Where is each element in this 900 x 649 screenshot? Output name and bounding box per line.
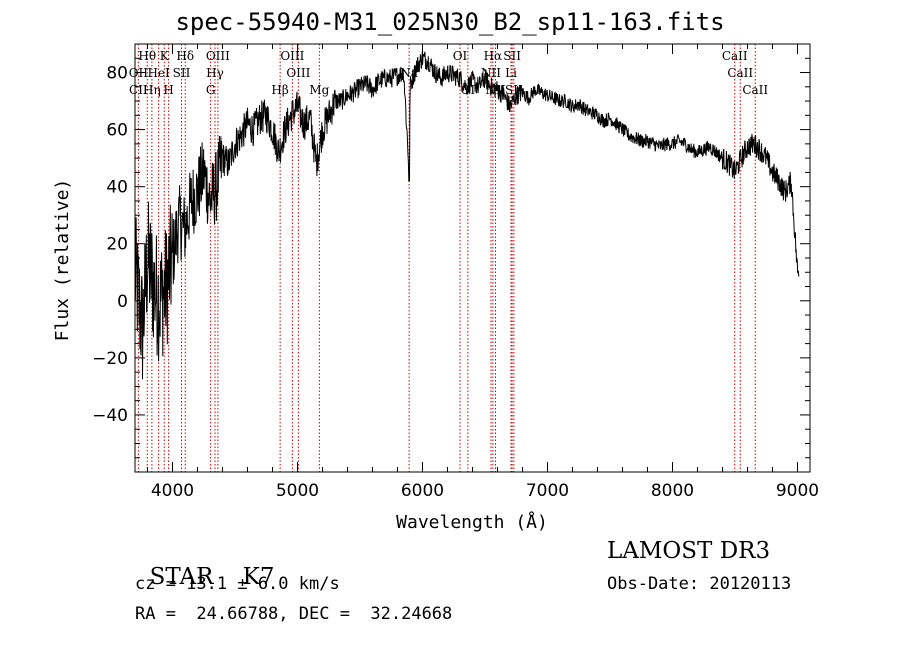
line-label-hβ: Hβ xyxy=(271,83,288,97)
line-label-sii: SII xyxy=(173,66,191,80)
line-label-nii: NII xyxy=(486,83,506,97)
line-label-cii: CII xyxy=(129,83,148,97)
redshift-cz: cz = 13.1 ± 6.0 km/s xyxy=(135,574,340,594)
line-label-h: H xyxy=(163,83,173,97)
line-label-hei: HeI xyxy=(147,66,170,80)
line-label-oiii: OIII xyxy=(280,49,304,63)
star-subclass: K7 xyxy=(242,564,275,590)
line-label-hη: Hη xyxy=(143,83,161,97)
line-label-caii: CaII xyxy=(722,49,748,63)
plot-frame xyxy=(134,43,811,473)
ra-dec: RA = 24.66788, DEC = 32.24668 xyxy=(135,604,453,624)
y-axis: −40 −20 0 20 40 60 80 xyxy=(92,57,810,459)
line-label-mg: Mg xyxy=(309,83,329,97)
x-tick-label: 5000 xyxy=(276,481,319,501)
y-tick-label: 20 xyxy=(106,235,128,255)
x-axis: 4000 5000 6000 7000 8000 9000 xyxy=(147,44,819,501)
line-label-oi: OI xyxy=(453,49,468,63)
line-label-hθ: Hθ xyxy=(138,49,156,63)
line-label-sii: SII xyxy=(505,83,523,97)
line-label-oiii: OIII xyxy=(206,49,230,63)
y-tick-label: −20 xyxy=(92,349,128,369)
y-tick-label: 60 xyxy=(106,121,128,141)
line-label-oiii: OIII xyxy=(286,66,310,80)
y-tick-label: −40 xyxy=(92,406,128,426)
x-axis-label: Wavelength (Å) xyxy=(396,511,548,533)
line-label-oi: OI xyxy=(461,83,476,97)
line-label-g: G xyxy=(206,83,216,97)
x-tick-label: 7000 xyxy=(526,481,569,501)
y-tick-label: 40 xyxy=(106,178,128,198)
line-label-hα: Hα xyxy=(484,49,503,63)
x-tick-label: 6000 xyxy=(401,481,444,501)
line-label-na: Na xyxy=(400,66,418,80)
line-label-hδ: Hδ xyxy=(176,49,194,63)
y-tick-label: 0 xyxy=(117,292,128,312)
x-tick-label: 4000 xyxy=(151,481,194,501)
survey-name: LAMOST DR3 xyxy=(607,538,771,564)
line-label-k: K xyxy=(160,49,170,63)
spectrum-line xyxy=(134,51,800,380)
line-label-sii: SII xyxy=(503,49,521,63)
obs-date: Obs-Date: 20120113 xyxy=(607,574,792,594)
x-tick-label: 9000 xyxy=(776,481,819,501)
line-label-nii: NII xyxy=(481,66,501,80)
y-axis-label: Flux (relative) xyxy=(52,179,73,342)
chart-title: spec-55940-M31_025N30_B2_sp11-163.fits xyxy=(175,8,725,36)
line-label-caii: CaII xyxy=(742,83,768,97)
line-label-li: Li xyxy=(505,66,517,80)
x-tick-label: 8000 xyxy=(651,481,694,501)
line-label-oii: OII xyxy=(129,66,149,80)
y-tick-label: 80 xyxy=(106,64,128,84)
line-label-caii: CaII xyxy=(727,66,753,80)
spectrum-series xyxy=(134,51,800,380)
star-class: STAR xyxy=(149,564,214,590)
line-markers xyxy=(137,44,756,472)
line-label-hγ: Hγ xyxy=(206,66,224,80)
